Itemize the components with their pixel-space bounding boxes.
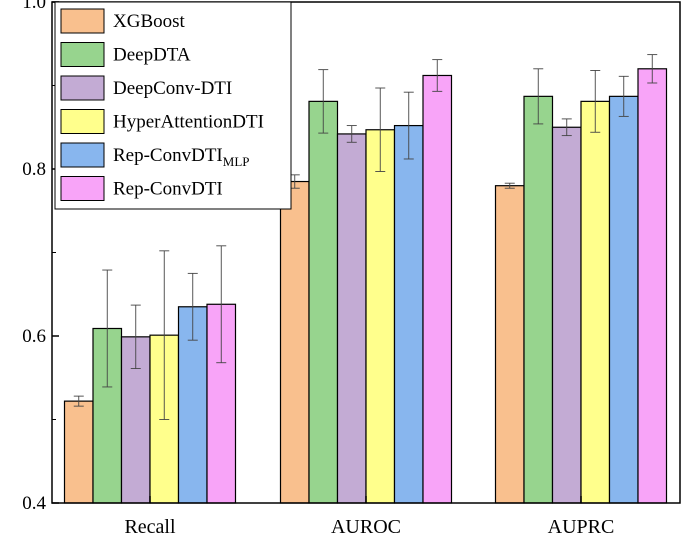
legend-label: HyperAttentionDTI xyxy=(113,112,264,133)
bar xyxy=(206,303,237,504)
legend-swatch xyxy=(60,176,105,201)
y-tick-label: 0.6 xyxy=(22,326,46,347)
bar xyxy=(608,95,639,504)
legend-swatch xyxy=(60,75,105,101)
bar xyxy=(279,180,310,504)
bar xyxy=(494,185,525,504)
legend-label: Rep-ConvDTI xyxy=(113,179,223,200)
bar xyxy=(393,124,424,504)
bar xyxy=(365,129,396,504)
x-category-label: AUPRC xyxy=(548,516,615,535)
bar xyxy=(422,74,453,504)
y-tick-label: 0.8 xyxy=(22,159,46,180)
x-category-label: AUROC xyxy=(331,516,401,535)
legend: XGBoost DeepDTA DeepConv-DTI HyperAttention… xyxy=(54,1,292,210)
bars-layer xyxy=(63,54,668,504)
legend-swatch xyxy=(60,109,105,134)
bar xyxy=(551,126,582,504)
y-tick-label: 1.0 xyxy=(22,0,46,13)
bar xyxy=(308,100,339,504)
axes-layer: 0.4 0.6 0.8 1.0 Recall AUROC AUPRC xyxy=(22,0,681,535)
bar xyxy=(336,133,367,504)
legend-label: DeepConv-DTI xyxy=(113,78,232,99)
legend-label-subscript: MLP xyxy=(223,154,250,169)
bar xyxy=(580,100,611,504)
legend-swatch xyxy=(60,142,105,168)
bar xyxy=(637,68,668,504)
legend-label: XGBoost xyxy=(113,11,186,32)
bar xyxy=(63,400,94,504)
legend-swatch xyxy=(60,8,105,34)
legend-swatch xyxy=(60,42,105,67)
x-category-label: Recall xyxy=(124,516,176,535)
y-tick-label: 0.4 xyxy=(22,493,46,514)
legend-label: DeepDTA xyxy=(113,45,191,66)
legend-box xyxy=(54,1,292,210)
bar xyxy=(523,95,554,504)
